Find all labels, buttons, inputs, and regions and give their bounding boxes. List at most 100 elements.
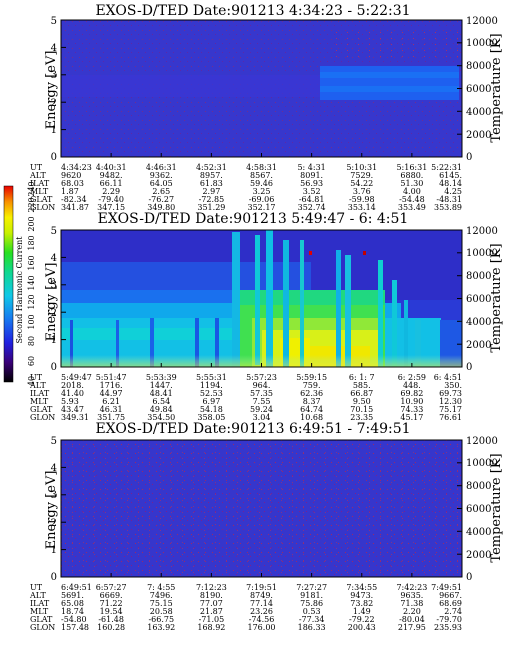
colorbar-tick-3: 100 bbox=[27, 314, 36, 329]
panel-3-eph-mlt-7: 2.20 bbox=[403, 607, 421, 616]
panel-2-eph-glon-8: 76.61 bbox=[439, 413, 462, 422]
panel-3-eph-glat-4: -74.56 bbox=[249, 615, 275, 624]
panel-3-eph-ut-1: 6:57:27 bbox=[96, 583, 127, 592]
panel-1-eph-mlt-6: 3.76 bbox=[353, 187, 371, 196]
panel-2-eph-mlt-6: 9.50 bbox=[353, 397, 371, 406]
panel-1-eph-ilat-1: 66.11 bbox=[100, 179, 123, 188]
panel-2-eph-label-glat: GLAT bbox=[30, 405, 53, 414]
panel-3-eph-ut-8: 7:49:51 bbox=[431, 583, 462, 592]
panel-1-y2tick-5: 10000 bbox=[466, 38, 498, 49]
panel-2-eph-mlt-3: 6.97 bbox=[202, 397, 220, 406]
colorbar-tick-8: 200 bbox=[27, 216, 36, 231]
panel-1-eph-alt-0: 9620 bbox=[61, 171, 81, 180]
panel-1-eph-glat-3: -72.85 bbox=[199, 195, 225, 204]
panel-2-ytick-4: 4 bbox=[51, 253, 57, 264]
panel-1-ytick-3: 3 bbox=[51, 70, 57, 81]
panel-3-ytick-2: 2 bbox=[51, 518, 57, 529]
panel-2-eph-ilat-7: 69.82 bbox=[400, 389, 423, 398]
panel-2-ytick-1: 1 bbox=[51, 335, 57, 346]
panel-2-y2tick-6: 12000 bbox=[466, 226, 498, 237]
panel-2-eph-label-alt: ALT bbox=[29, 381, 46, 390]
panel-3-eph-ut-6: 7:34:55 bbox=[346, 583, 377, 592]
panel-2-eph-glat-2: 49.84 bbox=[150, 405, 173, 414]
panel-3-eph-ilat-8: 68.69 bbox=[439, 599, 462, 608]
panel-1-eph-glon-7: 353.49 bbox=[398, 203, 426, 212]
panel-1-ytick-marks bbox=[61, 19, 462, 158]
panel-2-ytick-0: 0 bbox=[51, 362, 57, 373]
panel-2-eph-glon-1: 351.75 bbox=[97, 413, 125, 422]
colorbar-gradient bbox=[3, 185, 14, 383]
panel-1-eph-ilat-0: 68.03 bbox=[61, 179, 84, 188]
panel-1-eph-glon-3: 351.29 bbox=[197, 203, 225, 212]
panel-3-eph-ilat-3: 77.07 bbox=[200, 599, 223, 608]
panel-3-eph-ut-2: 7: 4:55 bbox=[147, 583, 175, 592]
panel-1-ytick-5: 5 bbox=[51, 16, 57, 27]
panel-2-eph-ut-3: 5:55:31 bbox=[196, 373, 227, 382]
panel-2-eph-alt-1: 1716. bbox=[100, 381, 123, 390]
panel-3-eph-glat-3: -71.05 bbox=[199, 615, 225, 624]
panel-3-eph-ut-4: 7:19:51 bbox=[246, 583, 277, 592]
panel-1-eph-ilat-2: 64.05 bbox=[150, 179, 173, 188]
panel-3-eph-glon-5: 186.33 bbox=[298, 623, 326, 632]
panel-3-ylabel: Energy [eV] bbox=[44, 471, 59, 550]
panel-2-eph-alt-3: 1194. bbox=[200, 381, 223, 390]
panel-2-eph-ilat-6: 66.87 bbox=[350, 389, 373, 398]
panel-2-eph-alt-2: 1447. bbox=[150, 381, 173, 390]
panel-1-y2tick-2: 4000 bbox=[466, 107, 491, 118]
panel-3-eph-glon-1: 160.28 bbox=[97, 623, 125, 632]
panel-1-eph-alt-5: 8091. bbox=[300, 171, 323, 180]
panel-1-eph-ut-5: 5: 4:31 bbox=[297, 163, 325, 172]
panel-2-eph-alt-8: 350. bbox=[444, 381, 462, 390]
panel-2-eph-mlt-2: 6.54 bbox=[152, 397, 170, 406]
panel-1-eph-glon-5: 352.74 bbox=[298, 203, 326, 212]
panel-3-eph-alt-6: 9473. bbox=[350, 591, 373, 600]
panel-3-eph-ilat-5: 75.86 bbox=[300, 599, 323, 608]
panel-2-y2tick-5: 10000 bbox=[466, 248, 498, 259]
panel-1-eph-alt-3: 8957. bbox=[200, 171, 223, 180]
panel-3-y2tick-1: 2000 bbox=[466, 550, 491, 561]
panel-1-eph-mlt-4: 3.25 bbox=[253, 187, 271, 196]
panel-2-title: EXOS-D/TED Date:901213 5:49:47 - 6: 4:51 bbox=[98, 211, 409, 227]
panel-1-eph-glon-4: 352.17 bbox=[248, 203, 276, 212]
panel-2-yticks: 0 1 2 3 4 5 bbox=[51, 226, 57, 373]
panel-2-eph-ilat-1: 44.97 bbox=[100, 389, 123, 398]
panel-3-eph-label-ilat: ILAT bbox=[30, 599, 50, 608]
panel-2-eph-alt-7: 448. bbox=[403, 381, 421, 390]
panel-2-eph-ut-6: 6: 1: 7 bbox=[349, 373, 375, 382]
panel-1-eph-glat-1: -79.40 bbox=[98, 195, 124, 204]
panel-3-eph-ilat-4: 77.14 bbox=[250, 599, 273, 608]
panel-2-eph-mlt-7: 10.90 bbox=[400, 397, 423, 406]
colorbar-tick-10: 240 bbox=[27, 181, 36, 196]
colorbar-tick-1: 60 bbox=[27, 356, 36, 366]
panel-3-yticks: 0 1 2 3 4 5 bbox=[51, 436, 57, 583]
panel-1-eph-ut-6: 5:10:31 bbox=[346, 163, 377, 172]
panel-1-eph-glat-0: -82.34 bbox=[61, 195, 87, 204]
panel-2-eph-glon-5: 10.68 bbox=[300, 413, 323, 422]
panel-2-ytick-marks bbox=[61, 229, 462, 368]
panel-1-y2tick-0: 0 bbox=[466, 152, 472, 163]
panel-1-eph-mlt-8: 4.25 bbox=[444, 187, 462, 196]
panel-3-ytick-4: 4 bbox=[51, 463, 57, 474]
panel-1-eph-mlt-2: 2.65 bbox=[152, 187, 170, 196]
panel-2-eph-alt-0: 2018. bbox=[61, 381, 84, 390]
panel-1-eph-label-ut: UT bbox=[30, 163, 43, 172]
panel-1-eph-alt-6: 7529. bbox=[350, 171, 373, 180]
panel-2-eph-mlt-8: 12.30 bbox=[439, 397, 462, 406]
panel-3-eph-label-alt: ALT bbox=[29, 591, 46, 600]
panel-2-eph-ilat-8: 69.73 bbox=[439, 389, 462, 398]
panel-2-eph-glon-6: 23.35 bbox=[350, 413, 373, 422]
colorbar-tick-4: 120 bbox=[27, 294, 36, 309]
panel-2-eph-alt-6: 585. bbox=[353, 381, 371, 390]
panel-1-eph-alt-2: 9362. bbox=[150, 171, 173, 180]
panel-1-ytick-2: 2 bbox=[51, 98, 57, 109]
panel-3-ytick-5: 5 bbox=[51, 436, 57, 447]
panel-2-ephemeris: UT ALT ILAT MLT GLAT GLON 5:49:472018.41… bbox=[29, 363, 463, 422]
panel-1-eph-ilat-6: 54.22 bbox=[350, 179, 373, 188]
panel-1-eph-ilat-5: 56.93 bbox=[300, 179, 323, 188]
panel-3-eph-glon-3: 168.92 bbox=[197, 623, 225, 632]
panel-2-eph-glon-0: 349.31 bbox=[61, 413, 89, 422]
panel-2-y2tick-2: 4000 bbox=[466, 317, 491, 328]
panel-3-eph-ilat-7: 71.38 bbox=[400, 599, 423, 608]
panel-3-eph-glat-1: -61.48 bbox=[98, 615, 124, 624]
